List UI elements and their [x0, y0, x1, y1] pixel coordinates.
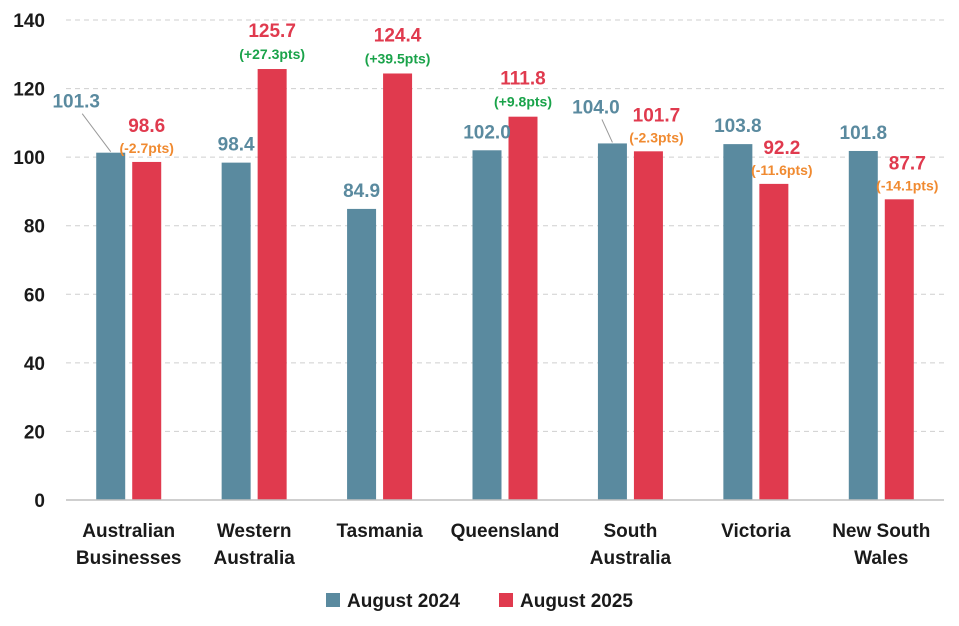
change-label: (-2.7pts)	[119, 140, 173, 156]
change-label: (-11.6pts)	[751, 162, 812, 178]
x-tick-label: Western	[217, 521, 292, 542]
data-label-august-2024: 104.0	[572, 97, 620, 118]
bar-august-2024	[848, 150, 878, 500]
change-label: (+27.3pts)	[239, 46, 305, 62]
x-axis: Australian Businesses Western Australia Tasm…	[66, 499, 944, 569]
change-label: (+9.8pts)	[494, 94, 552, 110]
x-tick-label: Businesses	[76, 548, 182, 569]
data-label-august-2025: 98.6	[128, 116, 165, 137]
data-label-august-2025: 101.7	[633, 105, 681, 126]
data-label-august-2024: 101.8	[840, 123, 888, 144]
y-tick-label: 120	[13, 80, 45, 101]
bar-august-2025	[508, 116, 538, 500]
leader-line	[601, 119, 613, 143]
bar-august-2024	[723, 144, 753, 500]
legend-label: August 2025	[520, 591, 633, 612]
y-tick-label: 0	[34, 491, 45, 512]
x-tick-label: Australian	[82, 521, 175, 542]
y-tick-label: 80	[24, 217, 45, 238]
y-tick-label: 60	[24, 285, 45, 306]
change-label: (-2.3pts)	[629, 129, 683, 145]
data-label-august-2025: 124.4	[374, 25, 422, 46]
x-tick-label: Queensland	[451, 521, 560, 542]
data-label-august-2025: 111.8	[500, 69, 545, 90]
bar-august-2025	[257, 69, 287, 501]
data-labels: 101.3 98.6 (-2.7pts) 98.4 125.7 (+27.3pts) 84.…	[52, 21, 938, 202]
y-tick-label: 140	[13, 11, 45, 32]
bar-august-2025	[633, 151, 663, 501]
data-label-august-2025: 87.7	[889, 153, 926, 174]
y-axis: 0 20 40 60 80 100 120 140	[13, 11, 45, 512]
data-label-august-2024: 101.3	[52, 92, 100, 113]
x-tick-label: Wales	[854, 548, 908, 569]
data-label-august-2024: 102.0	[463, 122, 511, 143]
x-tick-label: Australia	[213, 548, 295, 569]
bar-august-2024	[472, 150, 502, 501]
legend-label: August 2024	[347, 591, 460, 612]
change-label: (+39.5pts)	[365, 50, 431, 66]
x-tick-label: Victoria	[721, 521, 791, 542]
data-label-august-2025: 92.2	[763, 138, 800, 159]
bar-august-2024	[597, 143, 627, 500]
y-tick-label: 20	[24, 422, 45, 443]
bar-august-2025	[884, 199, 914, 501]
legend: August 2024 August 2025	[326, 591, 633, 612]
x-tick-label: Australia	[590, 548, 672, 569]
bar-august-2024	[96, 152, 126, 500]
bar-august-2024	[347, 208, 377, 500]
legend-swatch	[326, 593, 340, 607]
y-tick-label: 40	[24, 354, 45, 375]
legend-item-august-2024: August 2024	[326, 591, 460, 612]
y-tick-label: 100	[13, 148, 45, 169]
data-label-august-2024: 98.4	[218, 135, 255, 156]
legend-item-august-2025: August 2025	[499, 591, 633, 612]
bar-august-2025	[383, 73, 413, 500]
bars	[96, 69, 914, 501]
bar-august-2025	[132, 161, 162, 500]
legend-swatch	[499, 593, 513, 607]
data-label-august-2024: 103.8	[714, 116, 762, 137]
x-tick-label: Tasmania	[336, 521, 423, 542]
x-tick-label: New South	[832, 521, 930, 542]
change-label: (-14.1pts)	[876, 177, 938, 193]
gridlines	[66, 19, 944, 432]
bar-august-2025	[759, 183, 789, 500]
data-label-august-2024: 84.9	[343, 181, 380, 202]
leader-line	[81, 113, 112, 152]
x-tick-label: South	[604, 521, 658, 542]
bar-august-2024	[221, 162, 251, 500]
data-label-august-2025: 125.7	[248, 21, 296, 42]
